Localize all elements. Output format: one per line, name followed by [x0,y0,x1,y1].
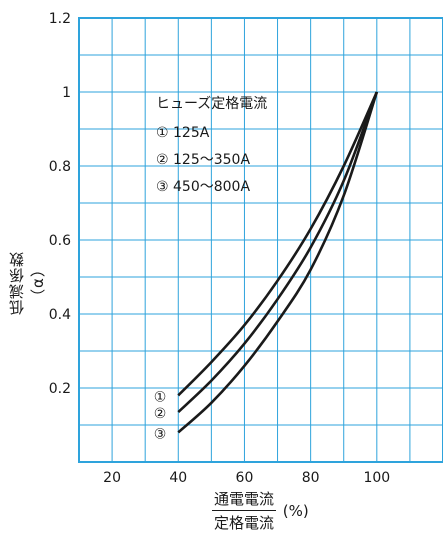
y-tick-0.8: 0.8 [49,159,71,175]
legend: ヒューズ定格電流 ① 125A ② 125〜350A ③ 450〜800A [156,96,267,195]
x-tick-20: 20 [103,470,121,486]
x-axis-denominator: 定格電流 [214,514,275,532]
legend-item-1: ① 125A [156,125,210,141]
x-tick-40: 40 [169,470,187,486]
x-tick-80: 80 [302,470,320,486]
legend-item-2: ② 125〜350A [156,152,250,168]
series-line-1 [177,91,379,397]
series-line-2 [177,91,379,413]
series-lines [177,91,379,434]
y-tick-0.2: 0.2 [49,381,71,397]
grid [79,18,443,462]
series-label-3: ③ [154,426,167,442]
x-tick-60: 60 [236,470,254,486]
y-axis-label: 低減係数（α） [8,251,47,315]
x-tick-labels: 20 40 60 80 100 [103,470,390,486]
legend-title: ヒューズ定格電流 [156,96,267,112]
series-label-1: ① [154,389,167,405]
x-tick-100: 100 [363,470,390,486]
plot-border [78,17,443,463]
y-tick-0.6: 0.6 [49,233,71,249]
x-axis-label: 通電電流 定格電流 (%) [212,488,309,533]
x-axis-fraction: 通電電流 定格電流 [212,488,277,533]
y-tick-1.2: 1.2 [49,11,71,27]
y-tick-1: 1 [62,85,71,101]
series-line-labels: ①② ③ [154,389,167,442]
series-line-3 [177,91,379,434]
y-tick-0.4: 0.4 [49,307,71,323]
series-label-2: ② [154,406,167,422]
x-axis-numerator: 通電電流 [212,488,277,511]
y-tick-labels: 0.2 0.4 0.6 0.8 1 1.2 [49,11,71,397]
legend-item-3: ③ 450〜800A [156,179,250,195]
plot-frame [78,17,443,463]
x-axis-unit: (%) [282,501,309,520]
